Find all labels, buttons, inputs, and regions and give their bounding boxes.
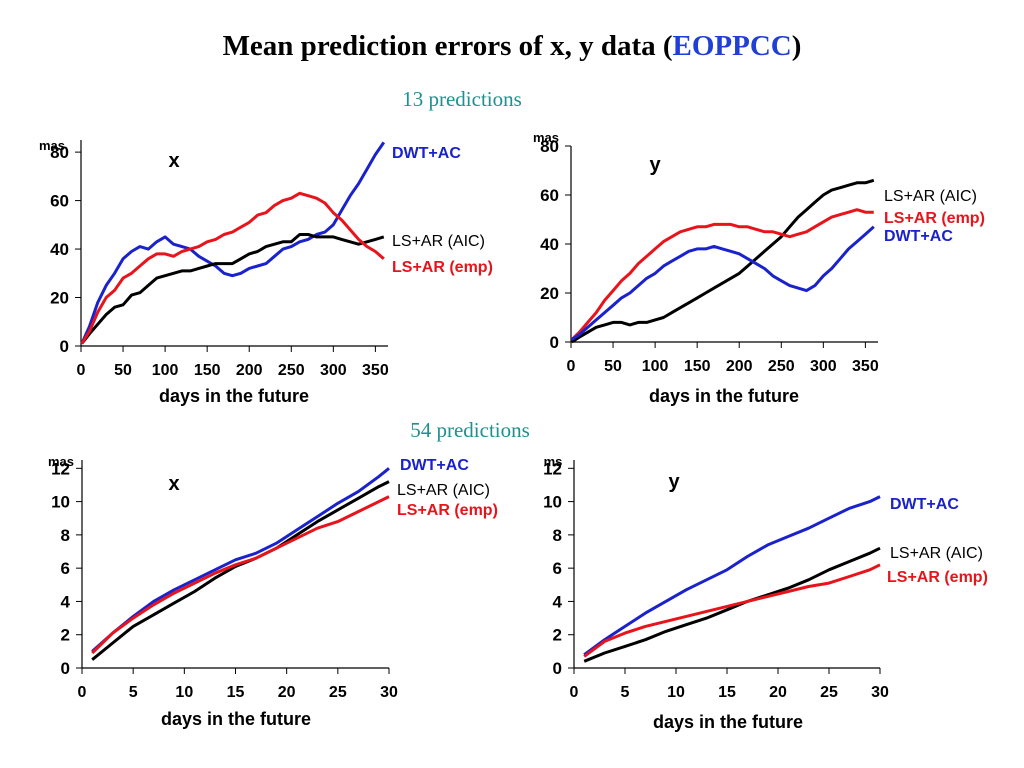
bottom-left-x-tick-label: 10 [175, 684, 193, 701]
top-left-x-tick-label: 100 [152, 362, 179, 379]
top-left-series-ls-ar-emp [80, 191, 385, 345]
slide-title-main: Mean prediction errors of x, y data ( [222, 30, 673, 62]
bottom-right-series-dwt-ac [583, 495, 881, 656]
top-left-x-axis-title: days in the future [159, 386, 309, 406]
bottom-left-y-tick-label: 10 [51, 493, 70, 512]
top-right-legend-ls-ar-aic: LS+AR (AIC) [884, 188, 977, 205]
bottom-right-y-tick-label: 10 [543, 493, 562, 512]
bottom-left-x-tick-label: 25 [329, 684, 347, 701]
top-left-x-tick-label: 300 [320, 362, 347, 379]
bottom-left-y-tick-label: 6 [61, 559, 70, 578]
bottom-right-series-ls-ar-emp [583, 563, 881, 658]
bottom-left-x-tick-label: 15 [227, 684, 245, 701]
top-right-x-tick-label: 300 [810, 358, 837, 375]
bottom-left-x-tick-label: 5 [129, 684, 138, 701]
top-left-x-tick-label: 150 [194, 362, 221, 379]
subtitle-54-predictions: 54 predictions [410, 418, 530, 442]
top-right-panel-label: y [649, 154, 661, 176]
top-right-x-tick-label: 0 [567, 358, 576, 375]
slide-title-end: ) [791, 30, 802, 62]
slide-title-highlight: EOPPCC [672, 30, 792, 62]
bottom-right-x-tick-label: 30 [871, 684, 889, 701]
top-left-x-tick-label: 0 [77, 362, 86, 379]
bottom-left-y-tick-label: 12 [51, 459, 70, 478]
bottom-right-x-tick-label: 5 [621, 684, 630, 701]
top-left-x-tick-label: 350 [362, 362, 389, 379]
bottom-right-x-tick-label: 10 [667, 684, 685, 701]
top-left-y-tick-label: 20 [50, 289, 69, 308]
top-right-legend-ls-ar-emp: LS+AR (emp) [884, 210, 985, 227]
bottom-left-y-tick-label: 2 [61, 626, 70, 645]
bottom-right-unit-label: ms [544, 454, 563, 469]
bottom-right-y-tick-label: 4 [553, 592, 563, 611]
top-left-legend-dwt-ac: DWT+AC [392, 145, 461, 162]
top-left-y-tick-label: 60 [50, 192, 69, 211]
bottom-left-x-tick-label: 20 [278, 684, 296, 701]
bottom-right-x-tick-label: 0 [570, 684, 579, 701]
top-right-series-ls-ar-aic [570, 178, 875, 344]
top-right-y-tick-label: 0 [550, 333, 559, 352]
subtitle-13-predictions: 13 predictions [402, 87, 522, 111]
bottom-left-legend-ls-ar-emp: LS+AR (emp) [397, 502, 498, 519]
bottom-right-x-tick-label: 15 [718, 684, 736, 701]
bottom-left-y-tick-label: 4 [61, 592, 71, 611]
bottom-left-panel-label: x [168, 473, 179, 495]
top-right-legend-dwt-ac: DWT+AC [884, 228, 953, 245]
bottom-left-legend-dwt-ac: DWT+AC [400, 457, 469, 474]
top-left-x-tick-label: 250 [278, 362, 305, 379]
top-left-x-tick-label: 200 [236, 362, 263, 379]
bottom-right-legend-dwt-ac: DWT+AC [890, 496, 959, 513]
bottom-left-y-tick-label: 8 [61, 526, 70, 545]
top-left-y-tick-label: 0 [60, 337, 69, 356]
top-left-legend-ls-ar-aic: LS+AR (AIC) [392, 233, 485, 250]
bottom-left-x-tick-label: 0 [78, 684, 87, 701]
top-right-y-tick-label: 40 [540, 235, 559, 254]
top-left-series-ls-ar-aic [80, 233, 385, 345]
bottom-right-x-tick-label: 20 [769, 684, 787, 701]
bottom-right-panel-label: y [668, 471, 680, 493]
top-right-x-axis-title: days in the future [649, 386, 799, 406]
top-right-x-tick-label: 250 [768, 358, 795, 375]
bottom-right-x-axis-title: days in the future [653, 712, 803, 732]
bottom-left-series-dwt-ac [91, 467, 390, 653]
bottom-right-legend-ls-ar-emp: LS+AR (emp) [887, 569, 988, 586]
top-right-x-tick-label: 200 [726, 358, 753, 375]
bottom-left-unit-label: mas [48, 454, 74, 469]
bottom-left-series-ls-ar-emp [91, 495, 390, 655]
bottom-right-y-tick-label: 12 [543, 459, 562, 478]
top-right-unit-label: mas [533, 130, 559, 145]
top-right-x-tick-label: 100 [642, 358, 669, 375]
top-left-series-dwt-ac [80, 141, 386, 345]
bottom-left-x-tick-label: 30 [380, 684, 398, 701]
bottom-right-y-tick-label: 0 [553, 659, 562, 678]
top-right-x-tick-label: 150 [684, 358, 711, 375]
slide-title: Mean prediction errors of x, y data (EOP… [0, 30, 1024, 63]
bottom-right-y-tick-label: 2 [553, 626, 562, 645]
top-right-series-dwt-ac [570, 225, 875, 341]
bottom-left-legend-ls-ar-aic: LS+AR (AIC) [397, 482, 490, 499]
top-right-series-ls-ar-emp [570, 208, 874, 341]
top-right-y-tick-label: 80 [540, 137, 559, 156]
top-right-y-tick-label: 20 [540, 284, 559, 303]
bottom-left-series-ls-ar-aic [91, 480, 390, 661]
top-left-legend-ls-ar-emp: LS+AR (emp) [392, 259, 493, 276]
top-right-y-tick-label: 60 [540, 186, 559, 205]
top-left-y-tick-label: 80 [50, 143, 69, 162]
bottom-right-series-ls-ar-aic [583, 546, 881, 663]
top-left-x-tick-label: 50 [114, 362, 132, 379]
top-right-x-tick-label: 50 [604, 358, 622, 375]
bottom-right-y-tick-label: 6 [553, 559, 562, 578]
bottom-right-y-tick-label: 8 [553, 526, 562, 545]
bottom-left-x-axis-title: days in the future [161, 709, 311, 729]
top-left-y-tick-label: 40 [50, 240, 69, 259]
top-right-x-tick-label: 350 [852, 358, 879, 375]
top-left-unit-label: mas [39, 138, 65, 153]
bottom-left-y-tick-label: 0 [61, 659, 70, 678]
bottom-right-legend-ls-ar-aic: LS+AR (AIC) [890, 545, 983, 562]
top-left-panel-label: x [168, 150, 179, 172]
bottom-right-x-tick-label: 25 [820, 684, 838, 701]
